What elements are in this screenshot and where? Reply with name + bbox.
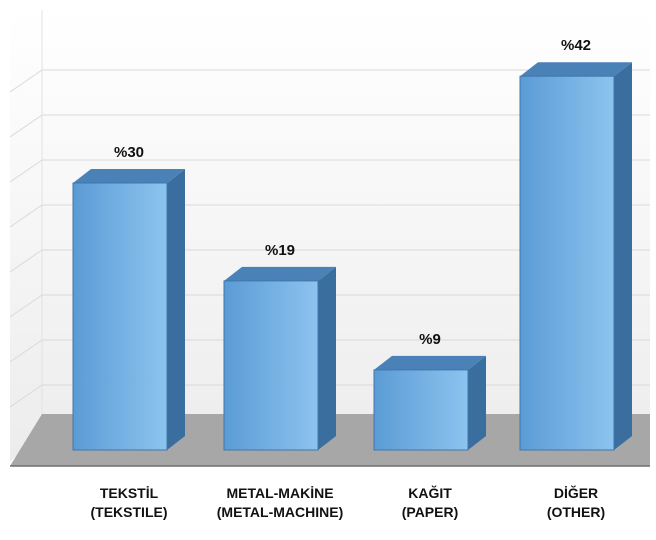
data-label-1: %19 (265, 242, 295, 259)
category-label-3-line-0: DİĞER (554, 484, 598, 501)
bar-side-0 (167, 169, 185, 450)
category-label-0-line-1: (TEKSTILE) (91, 504, 168, 520)
bar-side-1 (318, 266, 336, 450)
gridline-side-0 (9, 69, 43, 93)
category-label-1-line-0: METAL-MAKİNE (226, 485, 333, 501)
bar-side-3 (614, 62, 632, 450)
bar-0 (72, 169, 185, 451)
bar-top-0 (73, 169, 185, 183)
category-label-1-line-1: (METAL-MACHINE) (217, 504, 344, 520)
data-label-3: %42 (561, 37, 591, 54)
bars (72, 62, 632, 451)
data-labels: %30 %19 %9 %42 (114, 37, 591, 348)
category-label-2-line-1: (PAPER) (402, 504, 459, 520)
bar-front-1 (223, 280, 319, 451)
bar-front-2 (373, 369, 469, 451)
category-label-0-line-0: TEKSTİL (100, 485, 159, 501)
bar-2 (373, 355, 486, 451)
data-label-0: %30 (114, 144, 144, 161)
bar-top-2 (374, 355, 486, 370)
gridline-side-7 (9, 384, 43, 408)
category-labels: TEKSTİL (TEKSTILE) METAL-MAKİNE (METAL-MACH… (91, 484, 606, 520)
bar-front-0 (72, 182, 168, 451)
gridline-side-6 (9, 339, 43, 363)
gridline-side-4 (9, 249, 43, 273)
category-label-2-line-0: KAĞIT (408, 484, 452, 501)
gridline-side-1 (9, 114, 43, 138)
gridline-side-5 (9, 294, 43, 318)
category-label-3-line-1: (OTHER) (547, 504, 605, 520)
bar-3 (519, 62, 632, 451)
gridline-side-2 (9, 159, 43, 183)
bar-top-1 (224, 266, 336, 281)
bar-1 (223, 266, 336, 451)
bar-side-2 (468, 355, 486, 450)
bar-front-3 (519, 75, 615, 451)
bar-top-3 (520, 62, 632, 77)
data-label-2: %9 (419, 331, 441, 348)
gridline-side-3 (9, 204, 43, 228)
